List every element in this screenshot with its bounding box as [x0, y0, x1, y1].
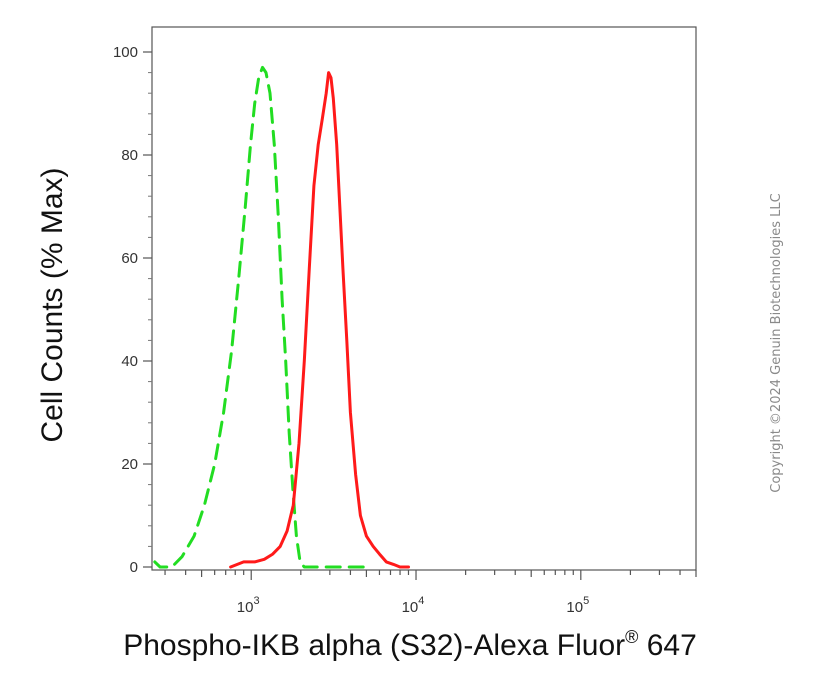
y-tick-label-80: 80	[121, 147, 138, 164]
y-tick-label-100: 100	[113, 44, 138, 61]
x-tick-base: 10	[237, 599, 254, 616]
y-axis-title: Cell Counts (% Max)	[36, 167, 69, 442]
x-tick-exponent: 3	[253, 595, 259, 607]
x-tick-exponent: 4	[418, 595, 424, 607]
x-axis-title-suffix: 647	[638, 629, 696, 662]
x-tick-exponent: 5	[583, 595, 589, 607]
x-axis-ticks: 103 104 105	[237, 595, 589, 616]
series-layer	[153, 65, 410, 569]
y-tick-label-40: 40	[121, 353, 138, 370]
x-tick-base: 10	[566, 599, 583, 616]
x-minor-ticks	[164, 570, 697, 580]
x-axis-title-main: Phospho-IKB alpha (S32)-Alexa Fluor	[123, 629, 625, 662]
y-tick-label-0: 0	[130, 559, 138, 576]
x-tick-label-3: 103	[237, 595, 260, 616]
x-axis-title: Phospho-IKB alpha (S32)-Alexa Fluor® 647	[123, 627, 697, 662]
series-line-0	[153, 65, 368, 569]
plot-frame	[151, 26, 697, 571]
y-axis-ticks: 0 20 40 60 80 100	[113, 44, 152, 576]
copyright-watermark: Copyright ©2024 Genuin Biotechnologies L…	[769, 193, 784, 492]
y-tick-label-60: 60	[121, 250, 138, 267]
y-tick-label-20: 20	[121, 456, 138, 473]
x-tick-base: 10	[402, 599, 419, 616]
x-tick-label-4: 104	[402, 595, 425, 616]
x-tick-label-5: 105	[566, 595, 589, 616]
x-axis-title-superscript: ®	[625, 627, 638, 647]
series-line-1	[229, 71, 410, 569]
